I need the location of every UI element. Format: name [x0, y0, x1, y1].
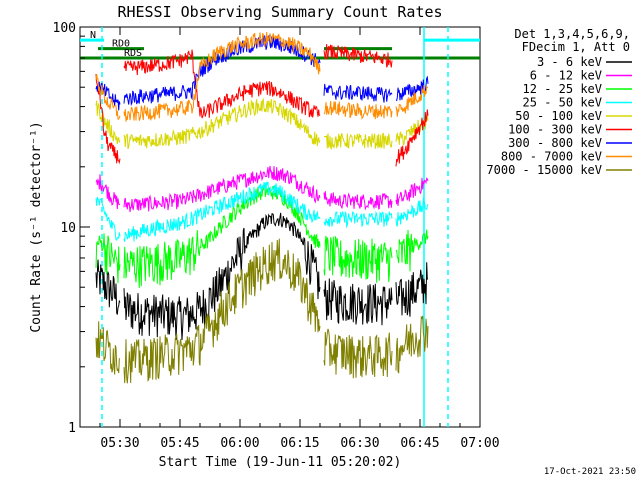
legend: Det 1,3,4,5,6,9, FDecim 1, Att 0 3 - 6 k…	[486, 27, 632, 177]
x-tick-label: 06:00	[220, 436, 259, 451]
x-tick-label: 05:30	[100, 436, 139, 451]
series-800-7000-kev	[95, 31, 429, 122]
series-line-300-800-kev	[323, 83, 393, 103]
y-tick-label: 10	[60, 221, 76, 236]
legend-label-7000-15000-kev: 7000 - 15000 keV	[486, 163, 602, 177]
x-axis: 05:30 05:45 06:00 06:15 06:30 06:45 07:00	[79, 27, 500, 451]
series-line-100-300-kev	[123, 49, 321, 119]
series-line-25-50-kev	[123, 181, 321, 242]
series-line-12-25-kev	[95, 233, 121, 284]
series-6-12-kev	[95, 165, 429, 213]
series-line-3-6-kev	[123, 212, 321, 341]
series-line-800-7000-kev	[95, 73, 121, 120]
series-line-6-12-kev	[95, 174, 121, 210]
x-axis-label: Start Time (19-Jun-11 05:20:02)	[159, 455, 402, 470]
series-3-6-kev	[95, 212, 429, 341]
x-tick-label: 06:30	[340, 436, 379, 451]
series-line-50-100-kev	[123, 97, 321, 150]
y-axis-label: Count Rate (s⁻¹ detector⁻¹)	[29, 121, 44, 332]
series-line-800-7000-kev	[323, 100, 393, 121]
series-12-25-kev	[95, 184, 429, 289]
series-line-25-50-kev	[323, 210, 393, 229]
legend-label-3-6-kev: 3 - 6 keV	[537, 55, 602, 69]
series-line-3-6-kev	[323, 278, 393, 326]
series-layer	[95, 31, 429, 384]
series-line-12-25-kev	[123, 184, 321, 289]
series-100-300-kev	[95, 44, 429, 167]
legend-header-line-1: Det 1,3,4,5,6,9,	[514, 27, 630, 41]
series-line-50-100-kev	[323, 132, 393, 151]
legend-label-6-12-kev: 6 - 12 keV	[530, 69, 602, 83]
vertical-markers	[101, 27, 449, 427]
legend-label-100-300-kev: 100 - 300 keV	[508, 123, 602, 137]
series-line-7000-15000-kev	[95, 321, 121, 375]
series-line-3-6-kev	[395, 262, 429, 317]
footer-timestamp: 17-Oct-2021 23:50	[544, 467, 636, 477]
x-tick-label: 06:45	[400, 436, 439, 451]
legend-label-12-25-kev: 12 - 25 keV	[523, 82, 602, 96]
legend-label-50-100-kev: 50 - 100 keV	[515, 109, 602, 123]
series-line-3-6-kev	[95, 259, 121, 315]
series-line-7000-15000-kev	[123, 238, 321, 384]
series-line-12-25-kev	[395, 229, 429, 272]
legend-label-800-7000-kev: 800 - 7000 keV	[501, 150, 602, 164]
legend-label-300-800-kev: 300 - 800 keV	[508, 136, 602, 150]
series-line-100-300-kev	[323, 44, 393, 68]
series-line-25-50-kev	[95, 196, 121, 241]
x-tick-label: 05:45	[160, 436, 199, 451]
flag-label-rd0: RD0	[112, 39, 130, 50]
series-line-100-300-kev	[95, 73, 121, 165]
series-line-50-100-kev	[95, 100, 121, 145]
series-line-800-7000-kev	[123, 31, 321, 122]
series-line-7000-15000-kev	[323, 328, 393, 379]
series-50-100-kev	[95, 97, 429, 151]
y-axis: 1 10 100	[53, 21, 90, 436]
series-line-6-12-kev	[323, 191, 393, 211]
series-line-12-25-kev	[323, 235, 393, 283]
series-line-7000-15000-kev	[395, 315, 429, 374]
series-25-50-kev	[95, 181, 429, 242]
legend-header-line-2: FDecim 1, Att 0	[522, 40, 630, 54]
legend-label-25-50-kev: 25 - 50 keV	[523, 96, 602, 110]
series-line-50-100-kev	[395, 115, 429, 146]
x-tick-label: 07:00	[460, 436, 499, 451]
series-line-25-50-kev	[395, 197, 429, 227]
y-tick-label: 1	[68, 421, 76, 436]
series-7000-15000-kev	[95, 238, 429, 384]
flag-label-n: N	[90, 30, 96, 41]
x-tick-label: 06:15	[280, 436, 319, 451]
flag-label-rds: RDS	[124, 48, 142, 59]
y-tick-label: 100	[53, 21, 76, 36]
series-line-800-7000-kev	[395, 84, 429, 117]
chart-title: RHESSI Observing Summary Count Rates	[117, 3, 442, 21]
series-line-100-300-kev	[395, 109, 429, 167]
series-line-300-800-kev	[123, 34, 321, 107]
series-line-6-12-kev	[395, 177, 429, 206]
series-line-6-12-kev	[123, 165, 321, 213]
